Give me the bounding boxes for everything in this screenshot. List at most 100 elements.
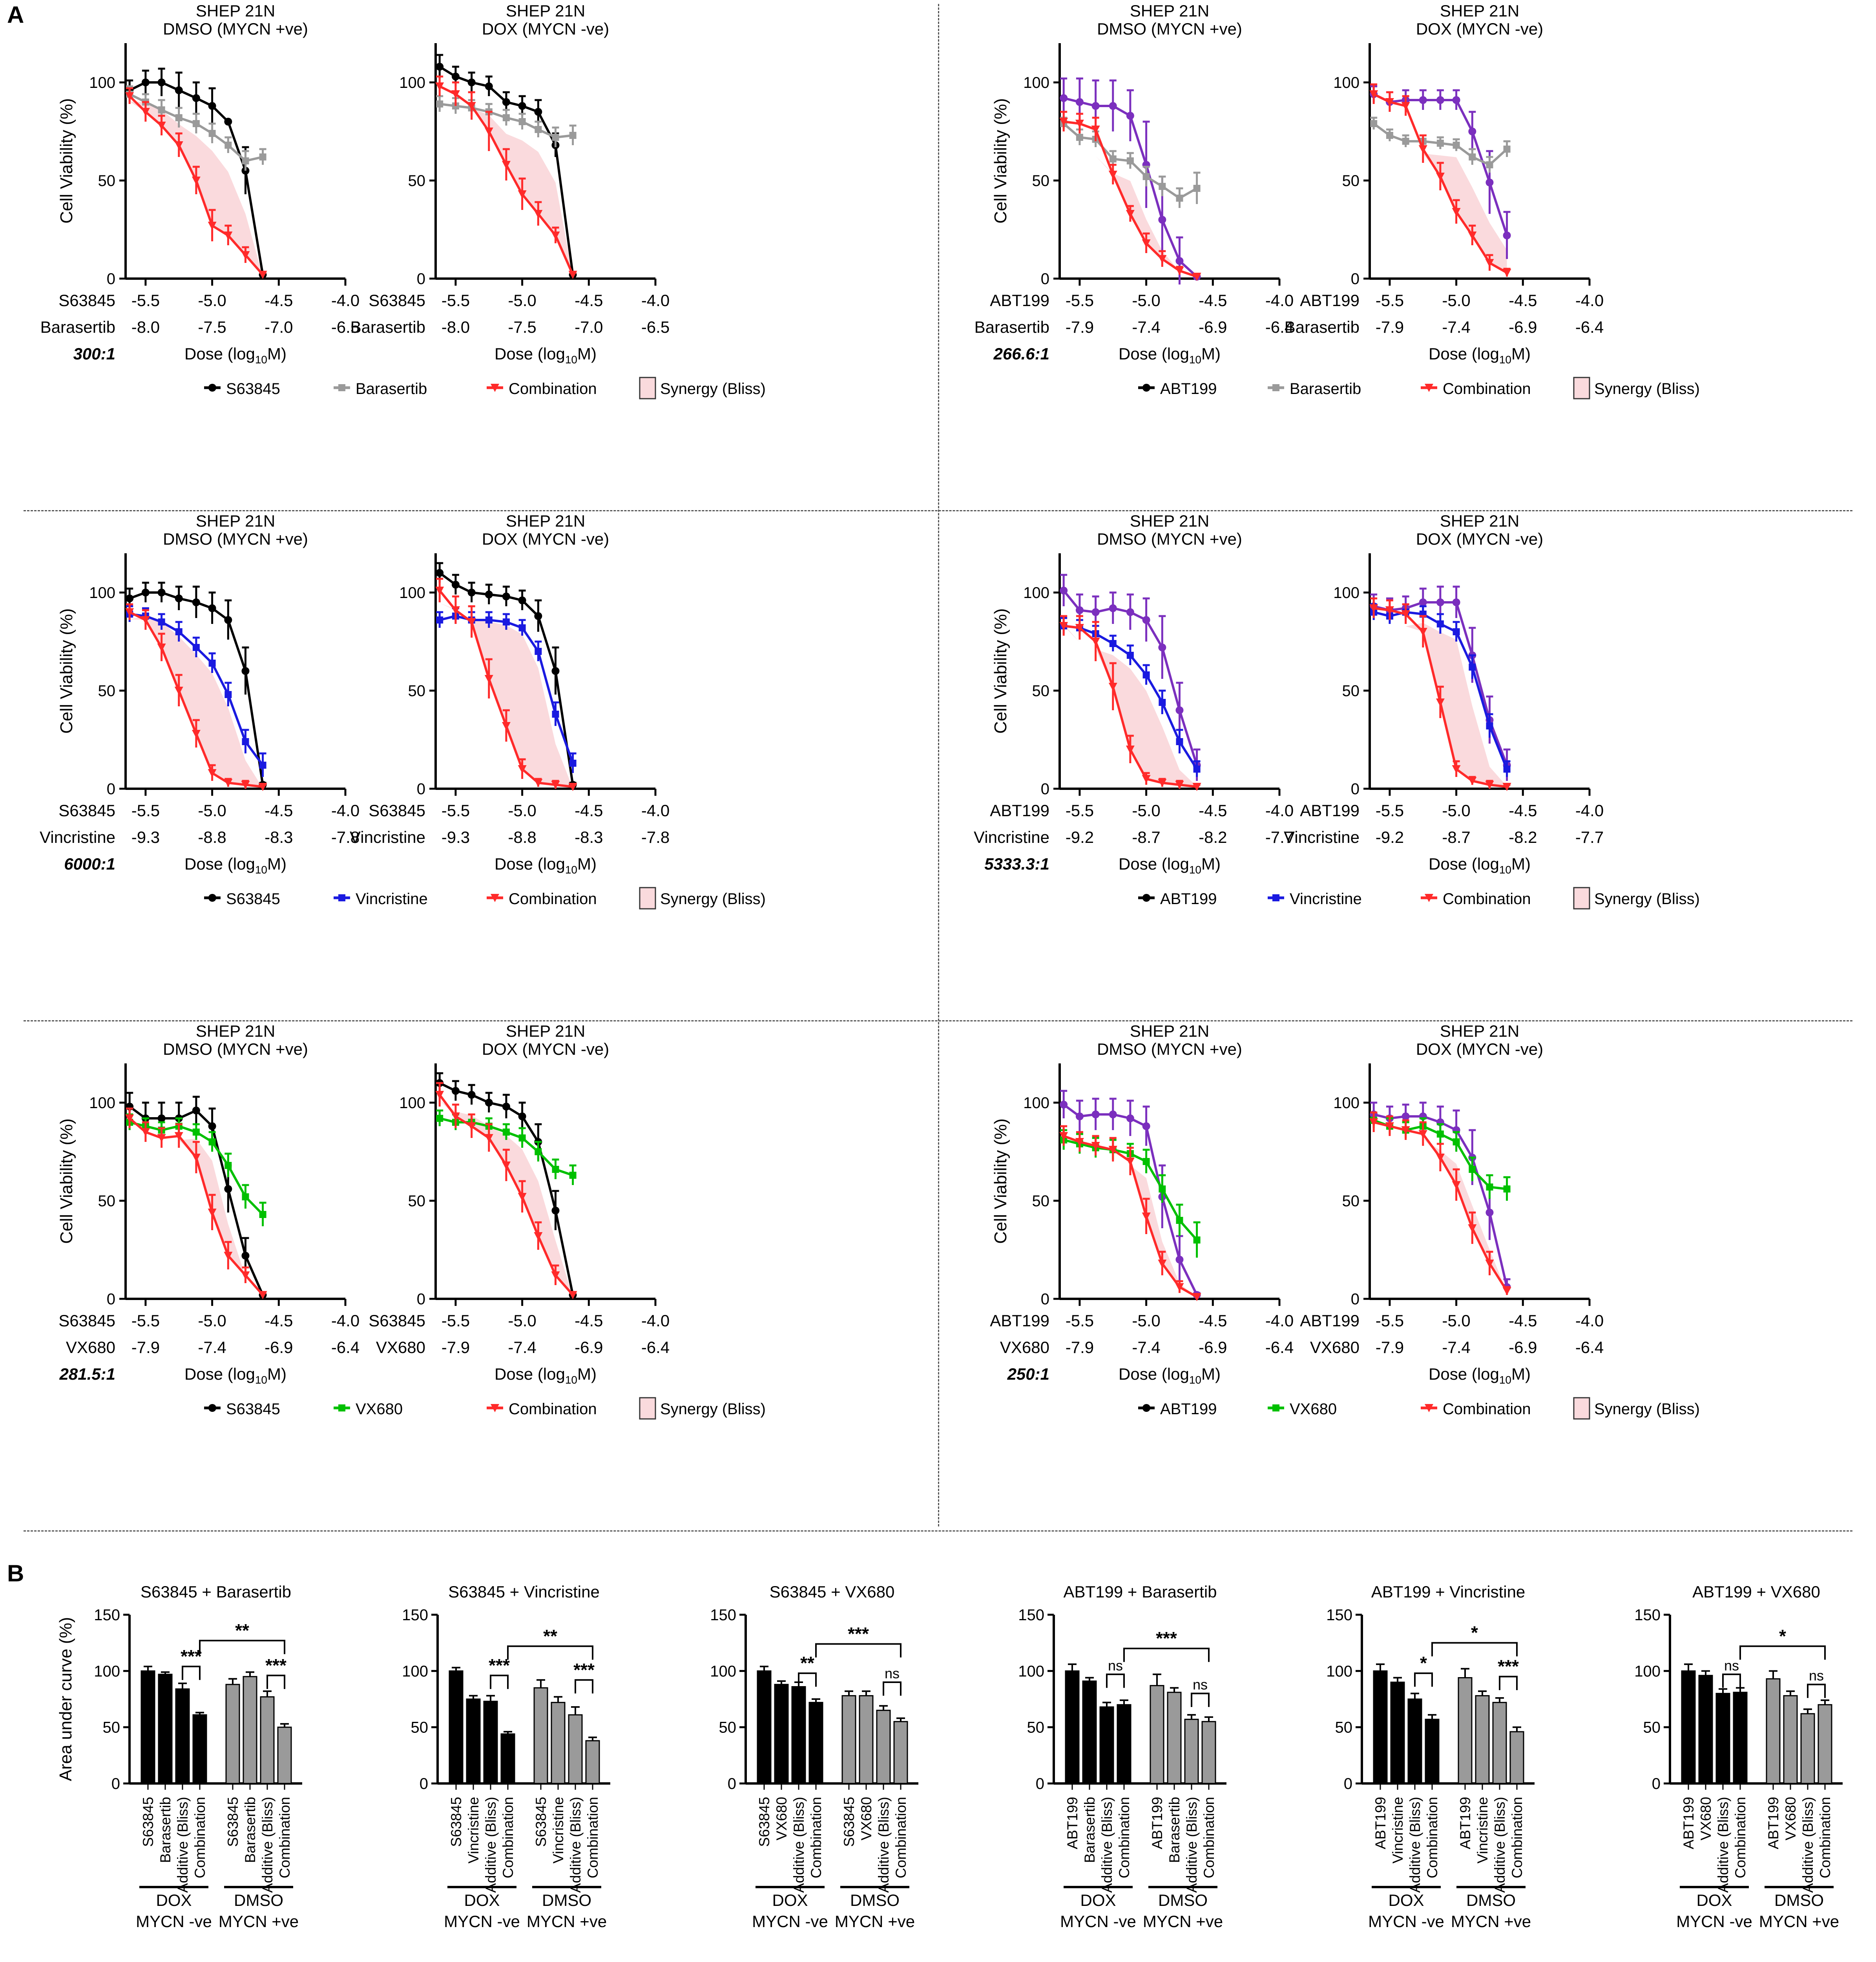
data-point: [1159, 699, 1166, 706]
panel-a: SHEP 21N DMSO (MYCN +ve) 0 50 100 Cell Viabil…: [40, 2, 1700, 1420]
data-point: [175, 594, 183, 602]
data-point: [1075, 624, 1084, 632]
x-axis-drug-b-name: Vincristine: [40, 828, 115, 846]
significance-label: *: [1420, 1653, 1427, 1673]
data-point: [259, 1211, 266, 1218]
legend-label: ABT199: [1160, 380, 1217, 398]
data-point: [208, 102, 216, 110]
data-point: [224, 1162, 232, 1169]
data-point: [224, 142, 232, 149]
data-point: [467, 618, 476, 626]
data-point: [208, 604, 216, 612]
group-label-dox: DOX: [1388, 1891, 1424, 1909]
y-tick-label: 150: [710, 1606, 736, 1624]
data-point: [125, 608, 134, 616]
data-point: [1158, 255, 1167, 263]
legend-label: ABT199: [1160, 1400, 1217, 1418]
significance-label: ns: [1193, 1677, 1208, 1693]
data-point: [534, 210, 543, 218]
significance-label: ns: [1108, 1657, 1123, 1674]
significance-bracket: [1191, 1692, 1210, 1707]
data-point: [1060, 587, 1068, 594]
data-point: [241, 781, 250, 789]
legend-label: Combination: [509, 1400, 597, 1418]
data-point: [224, 616, 232, 624]
legend-swatch-synergy: [639, 1397, 656, 1420]
bar: [1715, 1693, 1730, 1784]
bar: [192, 1714, 207, 1784]
y-tick-label: 50: [408, 1193, 426, 1210]
data-point: [569, 132, 577, 139]
data-point: [1126, 1114, 1134, 1122]
data-point: [192, 120, 200, 127]
data-point: [435, 587, 444, 595]
x-tick-label-drug-a: -5.0: [1442, 1311, 1470, 1330]
x-tick-label-drug-a: -4.0: [641, 1311, 670, 1330]
data-point: [467, 1091, 476, 1099]
data-point: [1126, 608, 1134, 616]
chart-title-line2: DMSO (MYCN +ve): [163, 1040, 308, 1058]
chart-title: ABT199 + Vincristine: [1371, 1583, 1526, 1601]
x-tick-label: Additive (Bliss): [1407, 1797, 1423, 1893]
data-point: [192, 94, 200, 102]
legend-label-synergy: Synergy (Bliss): [660, 380, 766, 398]
legend-label: Vincristine: [1290, 890, 1362, 908]
chart-title-line1: SHEP 21N: [196, 2, 275, 20]
y-tick-label: 0: [420, 1775, 428, 1792]
x-tick-label-drug-a: -4.5: [265, 1311, 293, 1330]
significance-label: ***: [848, 1624, 869, 1644]
legend-marker-circle: [1142, 384, 1150, 392]
x-tick-label-drug-a: -4.0: [331, 1311, 360, 1330]
x-tick-label: Vincristine: [465, 1797, 482, 1864]
legend-swatch-synergy: [1573, 377, 1590, 399]
significance-bracket: [1807, 1683, 1826, 1698]
group-label-dox: DOX: [1080, 1891, 1116, 1909]
x-tick-label-drug-b: -6.4: [331, 1338, 360, 1357]
bar: [1425, 1719, 1440, 1784]
x-axis-label: Dose (log10M): [1429, 1365, 1531, 1386]
x-tick-label-drug-a: -4.0: [1265, 291, 1294, 310]
data-point: [1436, 140, 1444, 147]
x-tick-label-drug-a: -4.0: [331, 291, 360, 310]
x-tick-label: Combination: [1817, 1797, 1833, 1878]
x-tick-label: Additive (Bliss): [1099, 1797, 1115, 1893]
x-tick-label-drug-b: -8.0: [442, 318, 470, 336]
data-point: [467, 78, 476, 86]
chart-title: S63845 + Vincristine: [448, 1583, 600, 1601]
y-tick-label: 0: [1041, 780, 1049, 798]
data-point: [1142, 616, 1150, 624]
x-tick-label-drug-b: -9.3: [131, 828, 160, 846]
data-point: [1126, 210, 1135, 218]
synergy-bliss-region: [130, 616, 263, 789]
data-point: [1468, 1224, 1477, 1233]
significance-bracket: [1499, 1676, 1518, 1690]
data-point: [1126, 746, 1135, 754]
x-tick-label-drug-b: -7.9: [131, 1338, 160, 1357]
chart-title-line2: DMSO (MYCN +ve): [1097, 20, 1242, 38]
y-tick-label: 50: [1335, 1719, 1353, 1736]
bar: [1458, 1677, 1473, 1784]
data-point: [518, 765, 527, 773]
x-tick-label-drug-a: -5.0: [198, 291, 226, 310]
x-tick-label-drug-a: -4.5: [575, 801, 603, 820]
y-tick-label: 100: [399, 1094, 425, 1112]
data-point: [436, 569, 444, 577]
x-axis-drug-a-name: ABT199: [1300, 801, 1360, 820]
x-tick-label: Additive (Bliss): [568, 1797, 584, 1893]
legend-panel-a-right: ABT199 VX680 Combination Synergy (Bliss): [1138, 1397, 1700, 1420]
group-sublabel-mycn-pos: MYCN +ve: [1759, 1912, 1839, 1931]
data-point: [1091, 102, 1100, 110]
data-point: [552, 1166, 559, 1173]
data-point: [1401, 102, 1410, 110]
data-point: [451, 581, 460, 589]
bar: [893, 1721, 908, 1784]
data-point: [1503, 766, 1511, 773]
data-point: [569, 1172, 577, 1179]
group-sublabel-mycn-pos: MYCN +ve: [1451, 1912, 1531, 1931]
legend-label: Combination: [509, 890, 597, 908]
x-tick-label-drug-b: -9.2: [1376, 828, 1404, 846]
x-tick-label-drug-b: -6.4: [1575, 1338, 1604, 1357]
x-tick-label-drug-a: -5.5: [442, 291, 470, 310]
data-point: [1453, 628, 1460, 635]
